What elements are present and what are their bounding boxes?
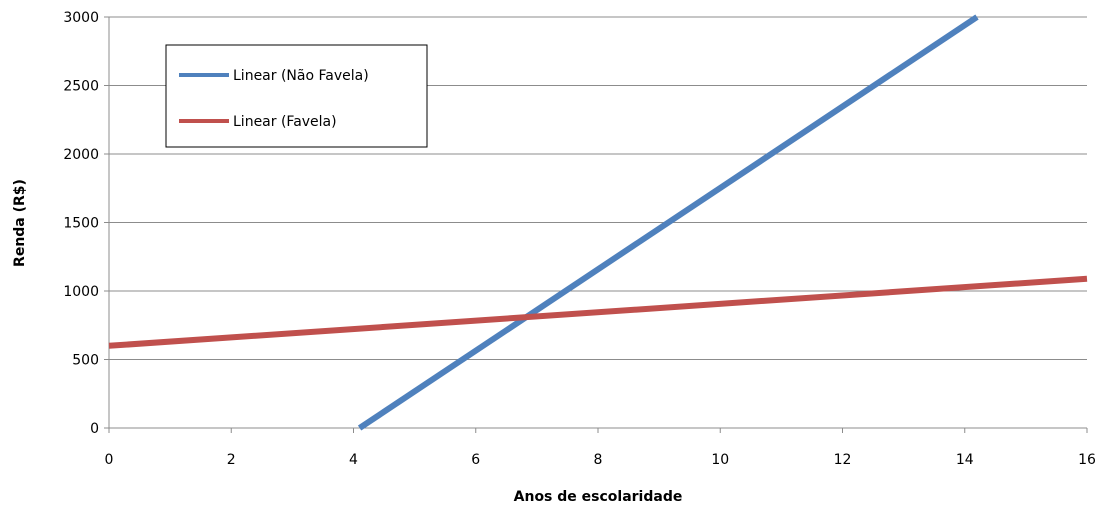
- legend-label-favela: Linear (Favela): [233, 114, 337, 130]
- x-tick-label-8: 8: [594, 452, 603, 468]
- y-tick-label-2500: 2500: [63, 79, 99, 95]
- x-tick-label-12: 12: [834, 452, 852, 468]
- y-tick-label-2000: 2000: [63, 147, 99, 163]
- y-tick-label-1000: 1000: [63, 284, 99, 300]
- x-axis-title: Anos de escolaridade: [514, 489, 683, 505]
- x-tick-label-4: 4: [349, 452, 358, 468]
- y-tick-label-0: 0: [90, 421, 99, 437]
- legend-box: [166, 45, 427, 147]
- series-line-favela: [109, 279, 1087, 346]
- legend: Linear (Não Favela) Linear (Favela): [166, 45, 427, 147]
- x-tick-label-16: 16: [1078, 452, 1096, 468]
- y-tick-label-1500: 1500: [63, 216, 99, 232]
- x-tick-label-2: 2: [227, 452, 236, 468]
- x-tick-label-0: 0: [105, 452, 114, 468]
- x-tick-label-6: 6: [471, 452, 480, 468]
- x-tick-label-14: 14: [956, 452, 974, 468]
- y-axis-title: Renda (R$): [12, 179, 28, 267]
- y-tick-label-3000: 3000: [63, 10, 99, 26]
- x-tick-label-10: 10: [711, 452, 729, 468]
- y-tick-label-500: 500: [72, 353, 99, 369]
- legend-label-nao-favela: Linear (Não Favela): [233, 68, 369, 84]
